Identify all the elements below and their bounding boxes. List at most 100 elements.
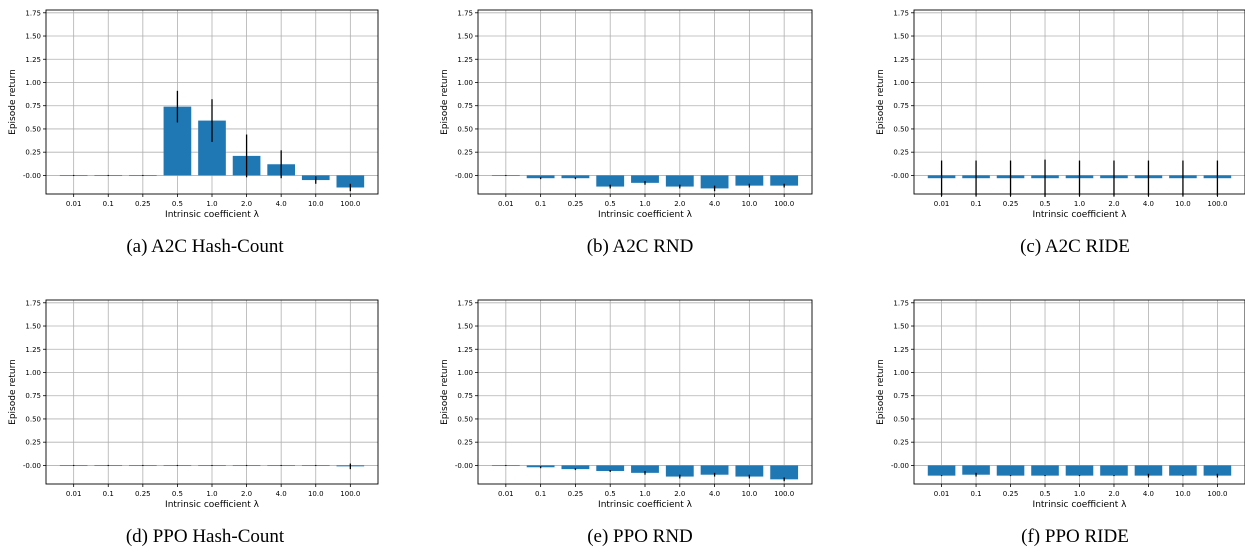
y-tick-label: 0.25 <box>893 149 909 157</box>
x-tick-label: 2.0 <box>674 200 685 208</box>
bar <box>631 175 659 183</box>
y-tick-label: 1.00 <box>457 79 473 87</box>
bar <box>665 465 694 477</box>
x-tick-label: 10.0 <box>742 490 758 498</box>
x-tick-label: 0.1 <box>103 490 114 498</box>
x-tick-label: 0.1 <box>103 200 114 208</box>
chart-caption: (e) PPO RND <box>587 526 693 547</box>
y-axis-label: Episode return <box>440 359 450 425</box>
x-tick-label: 0.25 <box>135 490 151 498</box>
x-tick-label: 0.25 <box>1003 490 1019 498</box>
y-tick-label: 0.75 <box>25 102 41 110</box>
y-tick-label: 0.75 <box>893 102 909 110</box>
x-tick-label: 0.01 <box>498 200 514 208</box>
y-axis-label: Episode return <box>876 359 886 425</box>
y-tick-label: 0.50 <box>25 125 41 133</box>
bar <box>770 175 799 186</box>
x-tick-label: 0.25 <box>135 200 151 208</box>
y-tick-label: -0.00 <box>891 172 909 180</box>
axes-frame <box>45 299 379 485</box>
x-tick-label: 10.0 <box>308 200 324 208</box>
bar <box>735 465 764 477</box>
x-tick-label: 4.0 <box>709 490 720 498</box>
x-tick-label: 2.0 <box>241 490 252 498</box>
y-tick-label: -0.00 <box>455 172 473 180</box>
bar <box>927 465 956 476</box>
x-tick-label: 100.0 <box>774 200 794 208</box>
x-tick-label: 4.0 <box>1143 490 1154 498</box>
x-tick-label: 10.0 <box>1175 490 1191 498</box>
chart-caption: (d) PPO Hash-Count <box>126 526 285 547</box>
x-axis-label: Intrinsic coefficient λ <box>1033 210 1128 220</box>
bar <box>735 175 764 186</box>
chart-panel-5: -0.00 0.25 0.50 0.75 1.00 1.25 1.50 1.75 0.01 0.1… <box>876 299 1245 547</box>
x-tick-label: 4.0 <box>276 490 287 498</box>
x-axis-label: Intrinsic coefficient λ <box>165 210 260 220</box>
x-axis-label: Intrinsic coefficient λ <box>598 210 693 220</box>
bar <box>1203 465 1232 476</box>
y-axis-label: Episode return <box>8 359 18 425</box>
axes-frame <box>477 299 813 485</box>
x-tick-label: 0.25 <box>1003 200 1019 208</box>
y-tick-label: 1.00 <box>457 369 473 377</box>
x-tick-label: 0.01 <box>498 490 514 498</box>
x-tick-label: 0.1 <box>970 490 981 498</box>
x-tick-label: 0.01 <box>934 490 950 498</box>
x-tick-label: 0.5 <box>605 200 616 208</box>
bar <box>1031 465 1059 476</box>
y-tick-label: 0.50 <box>25 415 41 423</box>
y-tick-label: 1.00 <box>893 79 909 87</box>
x-tick-label: 10.0 <box>308 490 324 498</box>
x-tick-label: 1.0 <box>639 200 650 208</box>
x-tick-label: 0.5 <box>172 200 183 208</box>
bar <box>561 465 590 470</box>
x-tick-label: 1.0 <box>639 490 650 498</box>
bar <box>596 465 625 471</box>
bar <box>996 465 1025 476</box>
x-tick-label: 10.0 <box>742 200 758 208</box>
y-tick-label: 0.25 <box>25 439 41 447</box>
y-tick-label: 1.75 <box>25 299 41 307</box>
bar <box>665 175 694 187</box>
bar <box>1169 465 1197 476</box>
x-tick-label: 0.01 <box>66 490 82 498</box>
x-tick-label: 4.0 <box>1143 200 1154 208</box>
x-tick-label: 0.25 <box>568 490 584 498</box>
x-tick-label: 4.0 <box>709 200 720 208</box>
bar <box>1134 465 1163 476</box>
y-tick-label: 1.75 <box>457 9 473 17</box>
y-tick-label: 1.75 <box>893 9 909 17</box>
x-tick-label: 2.0 <box>1108 200 1119 208</box>
chart-caption: (c) A2C RIDE <box>1020 236 1130 257</box>
y-axis-label: Episode return <box>440 69 450 135</box>
y-tick-label: -0.00 <box>23 462 41 470</box>
x-tick-label: 1.0 <box>1074 200 1085 208</box>
y-axis-label: Episode return <box>8 69 18 135</box>
x-tick-label: 10.0 <box>1175 200 1191 208</box>
axes-frame <box>477 9 813 195</box>
bar <box>336 175 365 188</box>
y-tick-label: 1.25 <box>25 346 41 354</box>
chart-panel-0: -0.00 0.25 0.50 0.75 1.00 1.25 1.50 1.75 0.01 0.1… <box>8 9 379 257</box>
x-tick-label: 1.0 <box>1074 490 1085 498</box>
y-tick-label: 1.25 <box>457 346 473 354</box>
bar <box>596 175 625 187</box>
chart-panel-2: -0.00 0.25 0.50 0.75 1.00 1.25 1.50 1.75 0.01 0.1… <box>876 9 1245 257</box>
y-tick-label: 0.50 <box>893 125 909 133</box>
y-tick-label: 1.00 <box>893 369 909 377</box>
x-tick-label: 0.5 <box>172 490 183 498</box>
y-tick-label: -0.00 <box>891 462 909 470</box>
x-tick-label: 0.5 <box>605 490 616 498</box>
y-tick-label: 0.75 <box>457 392 473 400</box>
y-tick-label: 1.00 <box>25 369 41 377</box>
y-tick-label: 0.75 <box>25 392 41 400</box>
chart-caption: (b) A2C RND <box>587 236 694 257</box>
y-tick-label: 0.50 <box>457 415 473 423</box>
chart-panel-1: -0.00 0.25 0.50 0.75 1.00 1.25 1.50 1.75 0.01 0.1… <box>440 9 813 257</box>
x-tick-label: 2.0 <box>1108 490 1119 498</box>
x-tick-label: 100.0 <box>1207 200 1227 208</box>
y-tick-label: -0.00 <box>23 172 41 180</box>
bar <box>1065 465 1094 476</box>
bar <box>561 175 590 179</box>
